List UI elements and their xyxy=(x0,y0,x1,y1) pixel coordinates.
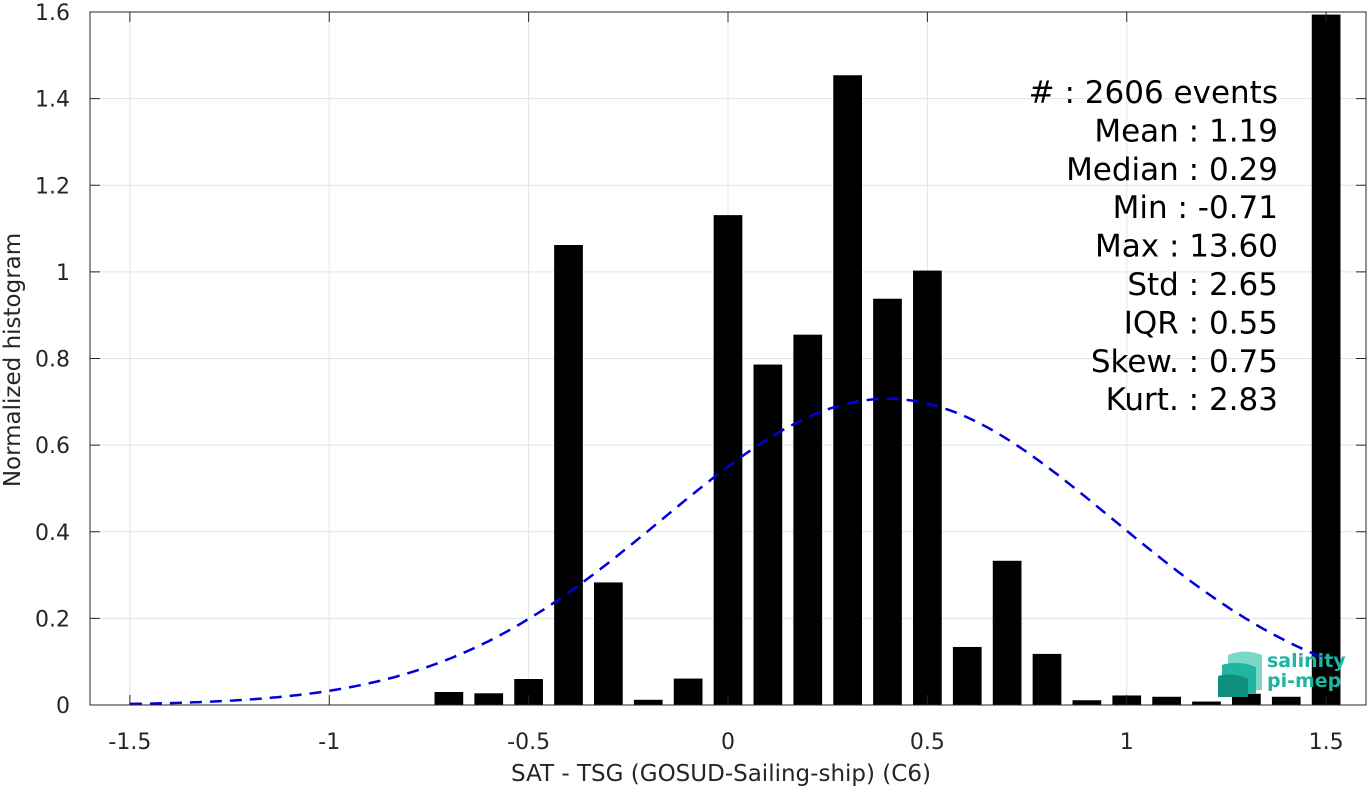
histogram-bar-14 xyxy=(992,560,1022,705)
histogram-bar-13 xyxy=(952,646,982,705)
stat-line-0: # : 2606 events xyxy=(1029,75,1278,111)
y-tick-label-2: 0.4 xyxy=(35,521,70,546)
histogram-bar-19 xyxy=(1192,701,1221,705)
histogram-bar-21 xyxy=(1271,696,1301,705)
histogram-bar-16 xyxy=(1072,700,1102,705)
x-tick-label-1: -1 xyxy=(318,730,340,755)
stat-line-2: Median : 0.29 xyxy=(1066,152,1278,188)
axis-ticks xyxy=(90,11,1366,706)
y-tick-label-1: 0.2 xyxy=(35,607,70,632)
histogram-bar-12 xyxy=(913,270,942,705)
y-tick-label-3: 0.6 xyxy=(35,434,70,459)
histogram-bar-5 xyxy=(633,699,663,705)
histogram-bars xyxy=(434,14,1341,706)
x-tick-label-5: 1 xyxy=(1120,730,1134,755)
histogram-bar-22 xyxy=(1311,14,1341,705)
histogram-bar-10 xyxy=(833,75,862,705)
histogram-bar-9 xyxy=(793,334,823,705)
stat-line-8: Kurt. : 2.83 xyxy=(1106,382,1278,418)
y-tick-label-0: 0 xyxy=(56,694,70,719)
x-tick-label-0: -1.5 xyxy=(108,730,151,755)
salinity-pi-mep-logo: salinity pi-mep xyxy=(1218,650,1346,697)
y-tick-label-8: 1.6 xyxy=(35,1,70,26)
x-tick-label-3: 0 xyxy=(721,730,735,755)
stat-line-1: Mean : 1.19 xyxy=(1094,113,1278,149)
y-tick-label-7: 1.4 xyxy=(35,88,70,113)
histogram-bar-4 xyxy=(594,582,623,705)
logo-line1: salinity xyxy=(1267,650,1346,672)
y-tick-label-4: 0.8 xyxy=(35,348,70,373)
axis-tick-labels: -1.5 -1 -0.5 0 0.5 1 1.5 0 0.2 0.4 0.6 0.8 1 1.2 1.4 1.… xyxy=(35,1,1344,755)
stat-line-4: Max : 13.60 xyxy=(1095,229,1278,265)
stat-line-3: Min : -0.71 xyxy=(1113,190,1278,226)
y-tick-label-6: 1.2 xyxy=(35,174,70,199)
histogram-bar-7 xyxy=(713,215,743,705)
histogram-bar-15 xyxy=(1032,653,1062,705)
x-axis-label: SAT - TSG (GOSUD-Sailing-ship) (C6) xyxy=(511,761,931,787)
histogram-bar-8 xyxy=(753,364,783,705)
x-tick-label-4: 0.5 xyxy=(910,730,945,755)
histogram-bar-1 xyxy=(474,693,504,705)
x-tick-label-6: 1.5 xyxy=(1309,730,1344,755)
logo-mark-icon xyxy=(1218,651,1262,697)
y-tick-label-5: 1 xyxy=(56,261,70,286)
stat-line-7: Skew. : 0.75 xyxy=(1091,344,1278,380)
histogram-bar-11 xyxy=(873,298,902,705)
histogram-bar-3 xyxy=(554,245,583,706)
histogram-bar-6 xyxy=(673,678,703,705)
logo-line2: pi-mep xyxy=(1267,670,1341,692)
y-axis-label: Normalized histogram xyxy=(0,233,26,487)
histogram-bar-0 xyxy=(434,692,464,705)
histogram-bar-20 xyxy=(1232,693,1261,705)
histogram-bar-18 xyxy=(1152,696,1181,705)
gaussian-fit-curve xyxy=(129,397,1327,706)
stat-line-6: IQR : 0.55 xyxy=(1124,305,1278,341)
x-tick-label-2: -0.5 xyxy=(507,730,550,755)
stat-line-5: Std : 2.65 xyxy=(1127,267,1278,303)
